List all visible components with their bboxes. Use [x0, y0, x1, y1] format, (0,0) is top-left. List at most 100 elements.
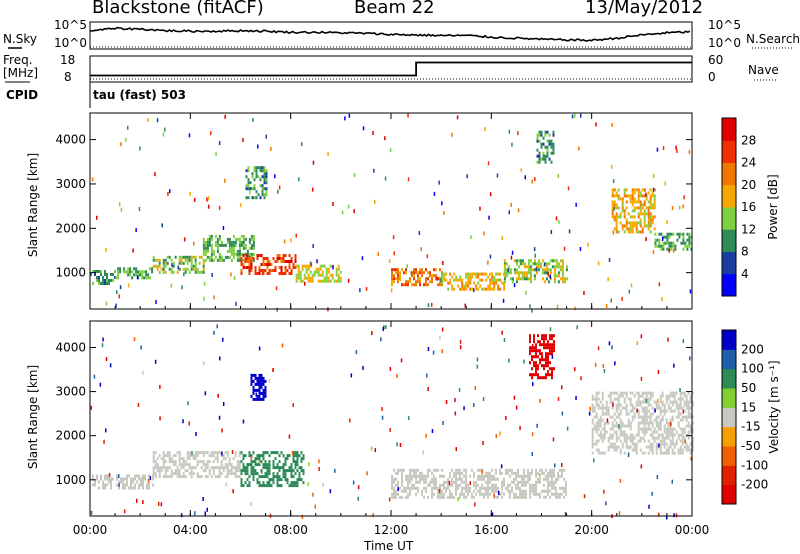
velocity-cell-1	[168, 454, 171, 458]
power-cell-9	[559, 265, 562, 269]
velocity-cell-2	[266, 472, 269, 476]
power-cell-10	[550, 139, 553, 143]
velocity-speck	[531, 432, 534, 437]
power-cell-7	[391, 274, 393, 278]
velocity-cell-3	[264, 391, 267, 395]
velocity-cell-4	[473, 474, 475, 478]
power-cell-10	[552, 133, 555, 137]
velocity-cell-6	[605, 406, 608, 410]
power-speck	[483, 231, 485, 236]
power-cell-8	[477, 281, 480, 285]
velocity-speck	[371, 331, 373, 336]
power-cell-3	[236, 237, 239, 241]
velocity-cell-0	[146, 483, 148, 487]
power-cell-0	[108, 279, 110, 282]
velocity-cell-5	[529, 373, 531, 377]
velocity-cell-2	[288, 466, 291, 470]
power-cell-1	[137, 273, 140, 277]
power-cell-11	[631, 224, 634, 228]
power-cell-3	[226, 240, 229, 244]
power-cell-11	[629, 224, 632, 228]
power-cell-11	[617, 197, 620, 201]
velocity-cell-1	[152, 466, 155, 470]
velocity-cell-4	[431, 477, 433, 481]
power-cell-11	[643, 221, 646, 225]
power-cell-11	[647, 191, 650, 195]
velocity-cell-5	[543, 343, 545, 347]
power-cell-9	[545, 277, 548, 281]
power-cell-4	[290, 272, 293, 275]
velocity-cell-6	[601, 427, 604, 431]
velocity-cell-5	[539, 358, 541, 362]
velocity-cell-4	[519, 480, 521, 484]
velocity-speck	[191, 451, 193, 456]
power-cell-12	[654, 244, 657, 248]
power-cell-9	[519, 262, 522, 266]
power-cell-9	[561, 262, 564, 266]
power-cell-12	[690, 235, 693, 239]
velocity-cell-6	[645, 418, 648, 422]
velocity-cell-4	[439, 483, 441, 487]
power-cell-12	[656, 238, 659, 242]
power-cell-2	[196, 267, 199, 271]
velocity-cell-6	[619, 394, 622, 398]
power-cell-7	[435, 274, 437, 278]
power-cell-3	[248, 237, 251, 241]
power-cell-4	[272, 269, 275, 272]
velocity-cell-5	[531, 367, 533, 371]
velocity-cell-4	[507, 483, 509, 487]
power-cell-11	[641, 194, 644, 198]
velocity-cell-4	[543, 489, 545, 493]
velocity-cell-4	[401, 474, 403, 478]
power-cell-6	[247, 169, 250, 173]
power-speck	[407, 177, 410, 182]
power-speck	[116, 290, 118, 295]
velocity-cell-1	[200, 466, 203, 470]
velocity-cell-4	[407, 492, 409, 496]
power-speck	[390, 288, 393, 293]
power-cell-1	[151, 267, 154, 271]
velocity-cell-6	[633, 436, 636, 440]
power-cell-11	[621, 197, 624, 201]
power-speck	[671, 206, 674, 211]
velocity-cell-4	[401, 477, 403, 481]
velocity-cell-4	[491, 486, 493, 490]
velocity-cell-6	[643, 451, 646, 455]
power-cell-3	[236, 258, 239, 262]
power-speck	[531, 308, 533, 313]
power-cell-9	[517, 277, 520, 281]
velocity-cell-6	[621, 433, 624, 437]
power-cell-0	[102, 279, 104, 282]
velocity-cell-6	[671, 400, 674, 404]
power-cell-9	[529, 271, 532, 275]
power-cell-11	[621, 203, 624, 207]
power-cell-8	[489, 278, 492, 282]
velocity-cell-6	[653, 418, 656, 422]
power-cell-0	[112, 273, 114, 276]
velocity-cell-1	[192, 466, 195, 470]
power-speck	[645, 237, 647, 242]
power-cell-11	[639, 230, 642, 234]
power-cell-2	[194, 258, 197, 262]
power-cell-11	[651, 203, 654, 207]
power-cell-10	[538, 133, 541, 137]
velocity-cell-1	[194, 457, 197, 461]
power-cell-7	[405, 280, 407, 284]
power-cell-4	[278, 257, 281, 260]
velocity-cell-4	[489, 492, 491, 496]
power-speck	[147, 118, 149, 122]
power-speck	[611, 164, 613, 169]
velocity-cell-4	[405, 489, 407, 493]
velocity-cell-2	[292, 460, 295, 464]
velocity-cell-6	[613, 397, 616, 401]
velocity-speck	[158, 501, 160, 506]
velocity-cell-1	[224, 451, 227, 455]
velocity-cell-4	[527, 474, 529, 478]
velocity-cell-1	[200, 475, 203, 479]
velocity-cell-4	[421, 471, 423, 475]
power-cell-4	[268, 269, 271, 272]
velocity-cell-2	[262, 484, 265, 488]
velocity-speck	[222, 402, 225, 406]
velocity-cell-2	[274, 466, 277, 470]
velocity-cell-6	[611, 436, 614, 440]
